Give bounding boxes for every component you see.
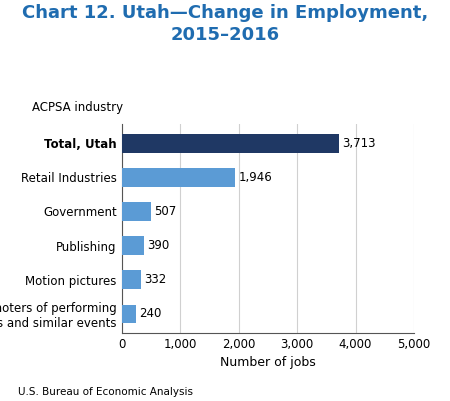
Text: 390: 390 bbox=[148, 239, 170, 252]
Bar bbox=[122, 134, 339, 152]
Bar bbox=[122, 202, 151, 221]
Text: 3,713: 3,713 bbox=[342, 137, 375, 150]
X-axis label: Number of jobs: Number of jobs bbox=[220, 356, 315, 369]
Text: 1,946: 1,946 bbox=[238, 171, 272, 184]
Text: 332: 332 bbox=[144, 273, 166, 286]
Text: 507: 507 bbox=[154, 205, 177, 218]
Text: Chart 12. Utah—Change in Employment,
2015–2016: Chart 12. Utah—Change in Employment, 201… bbox=[22, 4, 428, 44]
Bar bbox=[122, 270, 141, 289]
Text: 240: 240 bbox=[139, 308, 161, 320]
Bar bbox=[122, 305, 135, 323]
Bar bbox=[122, 236, 144, 255]
Bar bbox=[122, 168, 235, 187]
Text: U.S. Bureau of Economic Analysis: U.S. Bureau of Economic Analysis bbox=[18, 387, 193, 397]
Text: ACPSA industry: ACPSA industry bbox=[32, 101, 122, 114]
